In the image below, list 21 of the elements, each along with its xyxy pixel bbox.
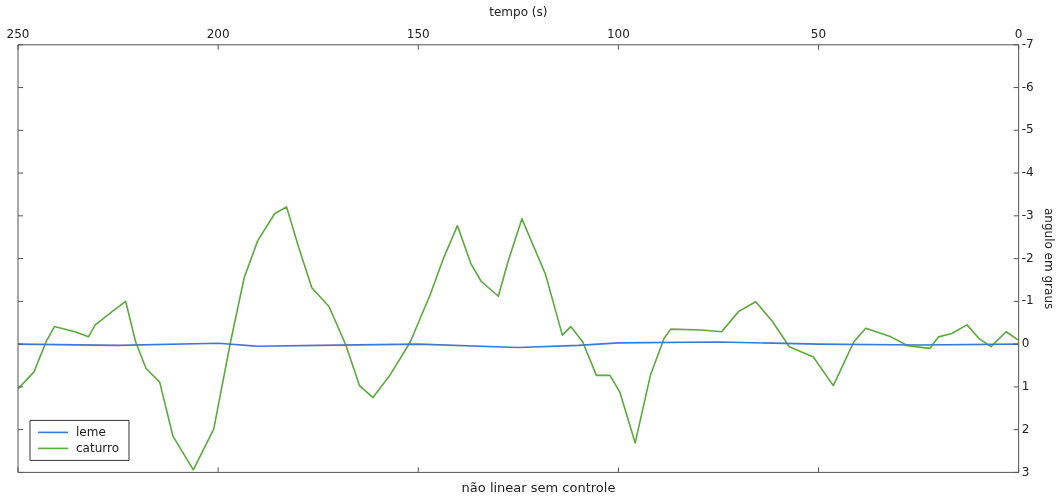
y-tick-label: -7 — [1021, 36, 1034, 51]
x-tick-label: 50 — [810, 26, 827, 41]
y-tick-label: 3 — [1021, 464, 1030, 479]
y-tick-label: 2 — [1021, 421, 1030, 436]
y-tick-label: -5 — [1021, 122, 1034, 137]
y-tick-label: -1 — [1021, 293, 1034, 308]
legend-label: caturro — [76, 440, 119, 455]
x-tick-label: 250 — [6, 26, 30, 41]
x-tick-label: 150 — [406, 26, 430, 41]
x-tick-label: 100 — [606, 26, 630, 41]
y-tick-label: -4 — [1021, 165, 1034, 180]
legend-label: leme — [76, 424, 106, 439]
y-tick-label: -6 — [1021, 79, 1034, 94]
x-tick-label: 200 — [206, 26, 230, 41]
y-tick-label: 0 — [1021, 336, 1030, 351]
y-axis-title: angulo em graus — [1041, 207, 1056, 310]
x-axis-title: tempo (s) — [489, 5, 548, 20]
y-tick-label: 1 — [1021, 379, 1030, 394]
y-tick-label: -2 — [1021, 250, 1034, 265]
text: não linear sem controle — [461, 479, 616, 495]
y-tick-label: -3 — [1021, 207, 1034, 222]
